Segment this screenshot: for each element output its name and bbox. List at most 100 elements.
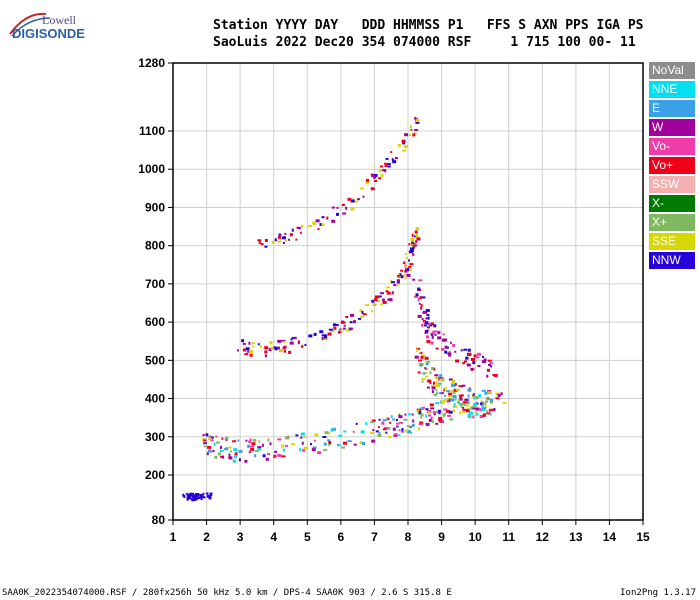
echo-point: [285, 239, 287, 242]
legend-item-sse: SSE: [649, 233, 695, 250]
echo-point: [404, 270, 408, 273]
echo-point: [418, 302, 421, 305]
x-tick-label: 6: [338, 530, 345, 544]
echo-point: [345, 316, 349, 318]
echo-point: [234, 459, 237, 463]
echo-point: [362, 442, 365, 445]
echo-point: [406, 273, 411, 277]
echo-point: [433, 368, 436, 371]
echo-point: [300, 436, 303, 439]
echo-point: [491, 409, 494, 411]
echo-point: [198, 496, 203, 499]
echo-point: [438, 392, 442, 395]
echo-point: [399, 421, 404, 424]
echo-point: [482, 413, 486, 417]
echo-point: [404, 268, 409, 272]
echo-point: [424, 330, 428, 333]
echo-point: [429, 403, 434, 407]
echo-point: [387, 298, 391, 301]
echo-point: [466, 363, 471, 367]
echo-point: [457, 399, 460, 402]
echo-point: [464, 360, 467, 363]
echo-point: [191, 498, 194, 502]
echo-point: [385, 290, 389, 293]
echo-point: [274, 348, 278, 351]
echo-point: [413, 132, 417, 135]
echo-point: [374, 298, 378, 301]
echo-point: [475, 412, 479, 416]
echo-point: [279, 348, 284, 352]
echo-point: [208, 435, 212, 438]
echo-point: [421, 311, 424, 314]
echo-point: [475, 407, 480, 411]
echo-point: [449, 418, 454, 421]
echo-point: [442, 413, 446, 417]
echo-point: [370, 421, 375, 424]
echo-point: [476, 356, 480, 359]
echo-point: [219, 450, 224, 452]
echo-point: [460, 397, 463, 400]
echo-point: [425, 362, 429, 366]
echo-point: [475, 411, 478, 414]
header-values: SaoLuis 2022 Dec20 354 074000 RSF 1 715 …: [213, 35, 636, 50]
echo-point: [228, 453, 231, 457]
echo-point: [424, 372, 428, 375]
echo-point: [445, 409, 450, 413]
echo-point: [419, 296, 422, 300]
echo-point: [220, 445, 222, 449]
echo-point: [339, 331, 342, 334]
echo-point: [328, 441, 332, 444]
echo-point: [486, 412, 491, 415]
echo-point: [408, 259, 410, 262]
echo-point: [414, 355, 419, 359]
echo-point: [327, 332, 332, 336]
echo-point: [288, 238, 290, 241]
echo-point: [382, 300, 387, 304]
echo-point: [467, 394, 470, 398]
echo-point: [378, 300, 381, 302]
echo-point: [312, 446, 317, 449]
x-tick-label: 9: [438, 530, 445, 544]
echo-point: [453, 388, 458, 392]
echo-point: [238, 458, 241, 462]
echo-point: [264, 350, 268, 354]
echo-point: [336, 206, 339, 209]
echo-point: [455, 359, 460, 363]
echo-point: [331, 427, 336, 431]
echo-point: [437, 376, 441, 380]
echo-point: [410, 431, 413, 434]
echo-point: [382, 169, 387, 172]
echo-point: [444, 398, 449, 401]
echo-point: [400, 275, 404, 279]
echo-point: [426, 335, 429, 339]
echo-point: [421, 378, 426, 381]
echo-point: [313, 439, 316, 442]
echo-point: [374, 180, 378, 182]
y-tick-label: 500: [145, 353, 165, 367]
echo-point: [234, 455, 237, 459]
echo-point: [472, 415, 475, 419]
echo-point: [258, 241, 261, 245]
echo-point: [470, 368, 474, 371]
echo-point: [238, 449, 243, 453]
echo-point: [387, 417, 390, 420]
echo-point: [328, 328, 333, 331]
echo-point: [430, 416, 433, 420]
echo-point: [301, 345, 304, 348]
echo-point: [315, 219, 320, 223]
y-tick-label: 700: [145, 277, 165, 291]
echo-point: [371, 310, 374, 313]
echo-point: [426, 361, 431, 363]
echo-point: [397, 275, 400, 277]
echo-point: [487, 359, 492, 362]
echo-point: [340, 321, 345, 324]
echo-point: [345, 206, 348, 210]
echo-point: [472, 361, 476, 365]
echo-point: [403, 418, 408, 421]
echo-point: [448, 392, 453, 396]
echo-point: [410, 241, 414, 244]
legend-item-w: W: [649, 119, 695, 136]
echo-point: [485, 400, 488, 403]
echo-point: [284, 349, 286, 353]
y-tick-label: 900: [145, 200, 165, 214]
